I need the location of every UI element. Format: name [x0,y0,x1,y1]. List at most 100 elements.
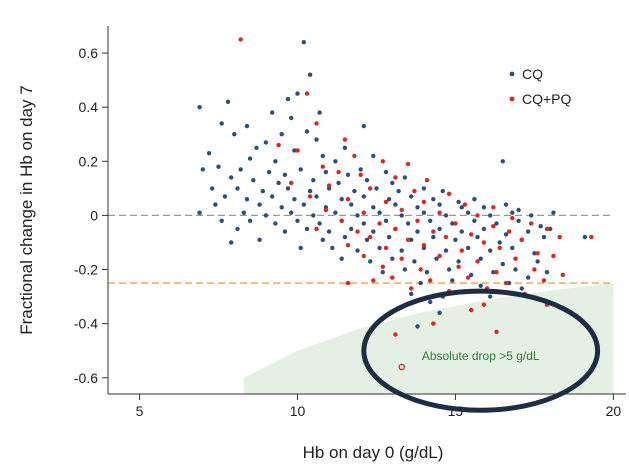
point-s0-4 [225,99,231,105]
point-s1-9 [320,164,325,169]
point-s0-20 [206,151,212,156]
point-s1-33 [415,218,420,223]
point-s0-79 [481,205,487,210]
point-s1-15 [326,183,332,188]
point-s0-89 [377,210,382,215]
point-s1-69 [465,275,471,280]
point-s0-46 [235,186,240,191]
legend-label-cq: CQ [522,66,543,82]
point-s0-163 [424,270,430,275]
point-s0-109 [472,218,477,223]
point-s1-62 [380,264,385,269]
point-s0-154 [390,256,395,261]
point-s0-95 [510,210,515,215]
point-s1-63 [418,267,423,272]
point-s0-88 [355,213,360,218]
point-s0-1 [307,72,313,77]
point-s0-29 [266,169,272,175]
point-s1-76 [560,272,565,278]
point-s0-58 [270,194,275,199]
x-tick-label-1: 10 [290,403,306,419]
point-s0-40 [311,178,316,183]
point-s0-63 [386,197,392,202]
point-s0-147 [443,248,449,253]
point-s0-15 [361,123,366,129]
point-s0-161 [380,270,385,275]
point-s0-10 [279,132,284,137]
point-s1-14 [289,180,294,186]
point-s1-16 [368,186,373,191]
point-s1-66 [532,267,537,272]
point-s0-37 [229,175,234,180]
point-s1-32 [377,221,382,226]
point-s1-58 [437,253,442,259]
point-s1-80 [393,332,398,337]
point-s0-137 [497,240,502,245]
point-s0-66 [456,199,461,205]
point-s1-25 [323,207,329,213]
point-s1-36 [529,221,534,226]
point-s0-167 [513,267,518,272]
point-s0-125 [525,229,531,234]
point-s0-76 [415,205,420,210]
point-s0-108 [450,221,455,226]
point-s0-59 [292,197,297,202]
point-s0-155 [412,259,417,264]
point-s0-131 [364,237,370,242]
point-s0-98 [219,218,224,223]
point-s0-149 [488,248,493,253]
point-s0-12 [219,121,224,126]
point-s0-70 [279,205,284,210]
point-s0-23 [320,153,325,159]
point-s0-121 [437,226,442,232]
y-tick-label-4: -0.2 [74,262,98,278]
point-s0-80 [503,202,509,207]
point-s0-165 [469,272,474,278]
data-points [197,37,594,371]
point-s1-38 [355,229,360,234]
point-s1-82 [494,329,499,334]
point-s1-77 [589,234,594,240]
point-s1-34 [453,221,458,226]
point-s0-140 [582,234,588,240]
point-s0-174 [409,291,414,297]
point-s0-158 [478,256,483,261]
point-s0-8 [317,110,322,115]
point-s0-168 [544,270,550,275]
point-s0-0 [301,40,306,45]
point-s0-39 [276,180,281,186]
point-s0-150 [510,245,515,251]
point-s1-20 [345,197,351,202]
point-s0-139 [541,234,547,240]
point-s0-153 [368,259,373,264]
point-s0-5 [197,105,202,110]
point-s1-56 [361,253,366,259]
point-s0-179 [428,299,433,305]
point-s0-142 [330,245,335,251]
point-s1-2 [314,121,319,126]
point-s0-86 [311,213,316,218]
point-s0-38 [251,178,256,183]
point-s0-32 [323,169,329,175]
point-s1-81 [431,321,436,326]
point-s1-22 [421,199,427,205]
point-s1-52 [421,243,427,248]
point-s0-54 [421,186,427,191]
point-s0-65 [431,197,436,202]
point-s0-74 [371,205,376,210]
axes [107,26,626,395]
point-s0-102 [317,221,322,226]
point-s0-82 [197,210,202,215]
y-axis-title: Fractional change in Hb on day 7 [17,85,36,335]
point-s1-35 [491,224,496,229]
point-s0-87 [333,210,338,215]
point-s1-19 [307,194,313,199]
point-s0-123 [481,226,487,232]
point-s0-132 [386,234,392,240]
point-s1-67 [390,275,395,280]
point-s0-99 [247,218,253,223]
point-s0-115 [304,226,310,232]
y-tick-label-5: -0.4 [74,316,98,332]
point-s1-53 [459,248,464,253]
point-s1-41 [469,232,474,237]
